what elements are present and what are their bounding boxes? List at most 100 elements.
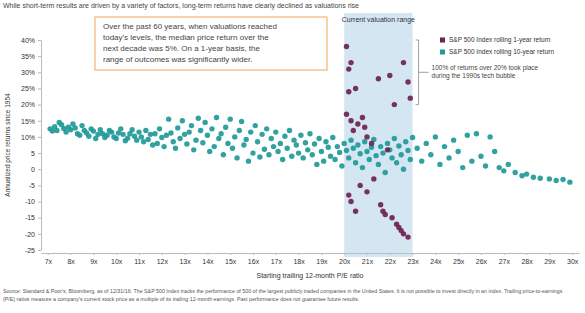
point: [54, 128, 59, 133]
point: [72, 125, 77, 130]
x-tick-mark: [321, 253, 322, 255]
y-tick: -25: [25, 247, 41, 254]
point: [193, 137, 198, 142]
point: [478, 154, 483, 159]
x-tick-label: 24x: [430, 258, 442, 265]
point: [145, 137, 150, 142]
point: [364, 189, 369, 194]
point: [360, 115, 365, 120]
y-tick: 30%: [21, 69, 41, 76]
source-note: Source: Standard & Poor's, Bloomberg, as…: [3, 288, 563, 294]
point: [161, 144, 166, 149]
x-tick: 29x: [544, 253, 556, 265]
point: [168, 130, 173, 135]
point: [307, 131, 312, 136]
y-tick-mark: [38, 218, 41, 219]
point: [337, 150, 342, 155]
x-tick: 20x: [339, 253, 351, 265]
x-tick-label: 22x: [385, 258, 397, 265]
x-tick-label: 30x: [567, 258, 579, 265]
x-tick-label: 29x: [544, 258, 556, 265]
point: [230, 146, 235, 151]
point: [376, 162, 381, 167]
point: [216, 136, 221, 141]
point: [319, 149, 324, 154]
point: [408, 157, 413, 162]
x-tick-label: 20x: [339, 258, 351, 265]
point: [205, 133, 210, 138]
y-tick-label: 5: [31, 150, 35, 157]
y-tick-label: 0: [31, 166, 35, 173]
x-tick-mark: [481, 253, 482, 255]
y-tick: 10%: [21, 134, 41, 141]
x-tick-label: 23x: [407, 258, 419, 265]
point: [353, 160, 358, 165]
point: [405, 148, 410, 153]
point: [191, 147, 196, 152]
x-axis: 7x8x9x10x11x12x13x14x15x16x17x18x19x20x2…: [42, 253, 580, 265]
x-tick-label: 8x: [67, 258, 75, 265]
y-tick-label: -10: [25, 198, 35, 205]
x-tick-mark: [207, 253, 208, 255]
x-tick: 22x: [385, 253, 397, 265]
x-tick: 11x: [134, 253, 145, 265]
point: [497, 165, 502, 170]
x-tick-mark: [71, 253, 72, 255]
y-tick: 40%: [21, 37, 41, 44]
point: [323, 139, 328, 144]
y-tick-mark: [38, 185, 41, 186]
y-tick-mark: [38, 250, 41, 251]
y-tick-mark: [38, 234, 41, 235]
point: [360, 165, 365, 170]
point: [289, 154, 294, 159]
x-tick-mark: [299, 253, 300, 255]
y-tick: 15%: [21, 118, 41, 125]
point: [266, 152, 271, 157]
y-tick: -20: [25, 231, 41, 238]
point: [341, 141, 346, 146]
point: [253, 123, 258, 128]
x-axis-title: Starting trailing 12-month P/E ratio: [257, 272, 364, 280]
y-tick-label: 15%: [21, 118, 35, 125]
point: [357, 151, 362, 156]
point: [148, 132, 153, 137]
y-tick: 35%: [21, 53, 41, 60]
x-tick-mark: [253, 253, 254, 255]
point: [446, 155, 451, 160]
x-tick: 25x: [453, 253, 465, 265]
point: [371, 176, 376, 181]
point: [364, 149, 369, 154]
point: [255, 139, 260, 144]
point: [554, 178, 559, 183]
point: [173, 146, 178, 151]
point: [332, 157, 337, 162]
point: [367, 157, 372, 162]
point: [152, 131, 157, 136]
point: [166, 116, 171, 121]
point: [200, 140, 205, 145]
point: [278, 141, 283, 146]
point: [405, 234, 410, 239]
x-tick: 7x: [45, 253, 53, 265]
point: [209, 126, 214, 131]
point: [221, 152, 226, 157]
point: [282, 134, 287, 139]
y-tick: 5: [31, 150, 41, 157]
y-axis-title: Annualized price returns since 1954: [4, 93, 12, 197]
point: [314, 162, 319, 167]
point: [392, 136, 397, 141]
point: [330, 135, 335, 140]
point: [355, 142, 360, 147]
point: [351, 146, 356, 151]
point: [501, 168, 506, 173]
point: [351, 128, 356, 133]
y-tick-label: -15: [25, 214, 35, 221]
x-axis-line: [42, 253, 580, 254]
x-tick-label: 18x: [293, 258, 305, 265]
y-tick-label: 30%: [21, 69, 35, 76]
y-tick-mark: [38, 153, 41, 154]
point: [189, 123, 194, 128]
point: [184, 141, 189, 146]
point: [303, 140, 308, 145]
point: [455, 149, 460, 154]
